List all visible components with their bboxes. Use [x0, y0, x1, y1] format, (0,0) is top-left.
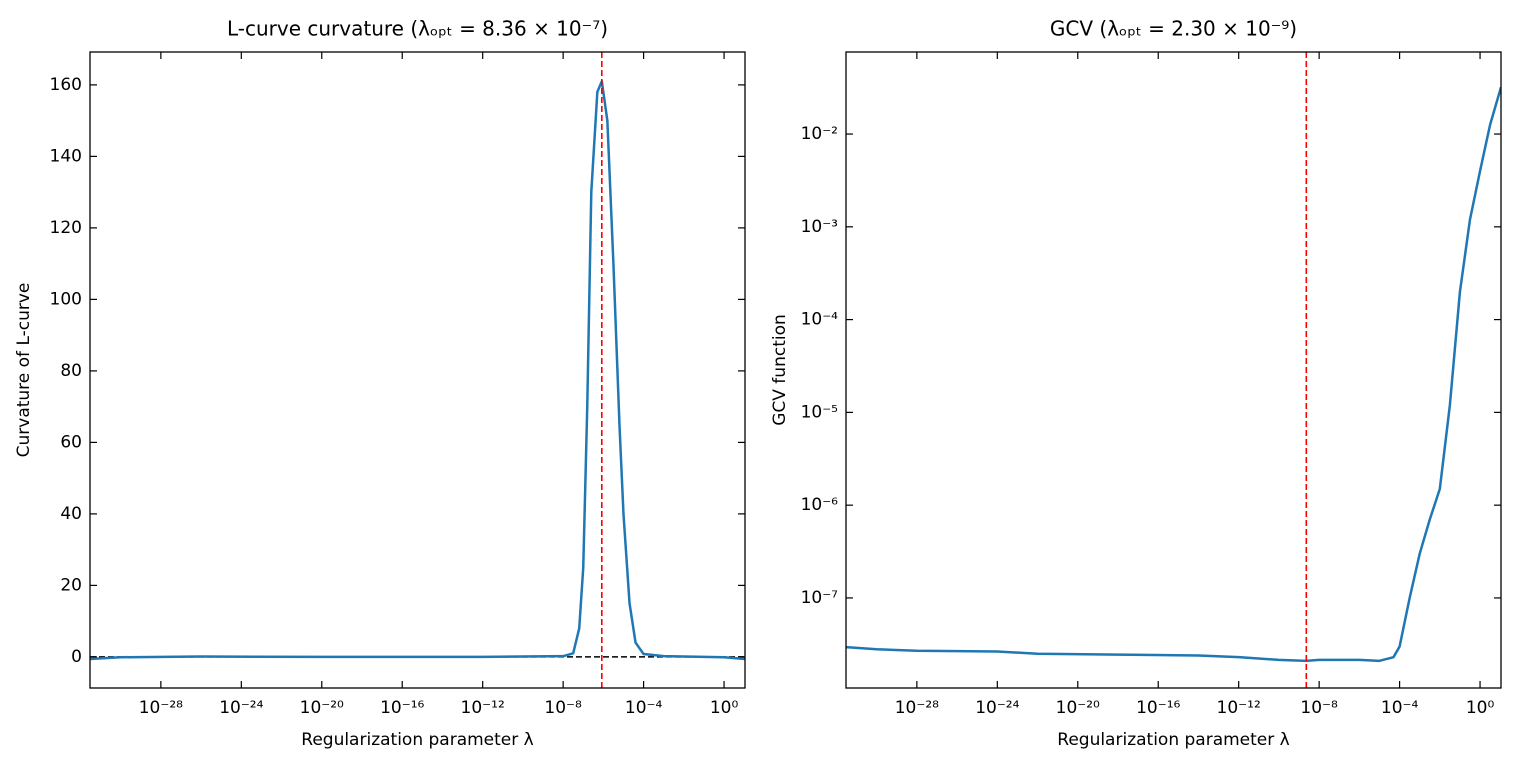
- x-tick-label: 10⁻²⁸: [895, 698, 939, 718]
- x-tick-label: 10⁻¹⁶: [380, 698, 424, 718]
- y-tick-label: 10⁻⁶: [801, 495, 839, 515]
- y-tick-label: 10⁻⁴: [801, 310, 839, 330]
- axes-frame: [845, 51, 1502, 689]
- axes-frame: [89, 51, 746, 689]
- data-line: [90, 80, 745, 661]
- x-tick-label: 10⁻⁴: [625, 698, 663, 718]
- plot-area: [846, 52, 1501, 688]
- plot-area: [90, 52, 745, 688]
- y-tick-label: 160: [50, 75, 82, 95]
- x-tick-label: 10⁻²⁴: [975, 698, 1019, 718]
- y-tick-label: 100: [50, 289, 82, 309]
- y-tick-label: 10⁻³: [801, 217, 838, 237]
- y-tick-label: 10⁻⁵: [801, 402, 838, 422]
- x-tick-label: 10⁻⁸: [544, 698, 582, 718]
- x-tick-label: 10⁻⁴: [1381, 698, 1419, 718]
- y-tick-label: 10⁻⁷: [801, 588, 839, 608]
- y-axis-label: Curvature of L-curve: [14, 283, 34, 458]
- x-tick-label: 10⁻²⁴: [219, 698, 263, 718]
- x-tick-label: 10⁻²⁰: [300, 698, 344, 718]
- x-tick-label: 10⁰: [1466, 698, 1495, 718]
- y-tick-label: 40: [60, 504, 82, 524]
- x-tick-label: 10⁻²⁸: [139, 698, 183, 718]
- x-tick-label: 10⁻¹⁶: [1136, 698, 1180, 718]
- y-tick-label: 140: [50, 146, 82, 166]
- y-tick-label: 20: [60, 575, 82, 595]
- data-line: [846, 86, 1501, 663]
- y-tick-label: 10⁻²: [801, 124, 838, 144]
- y-axis-label: GCV function: [770, 314, 790, 426]
- x-tick-label: 10⁻¹²: [1217, 698, 1261, 718]
- y-tick-label: 0: [71, 647, 82, 667]
- x-tick-label: 10⁻⁸: [1300, 698, 1338, 718]
- x-axis-label: Regularization parameter λ: [301, 730, 533, 750]
- x-tick-label: 10⁰: [710, 698, 739, 718]
- x-tick-label: 10⁻¹²: [461, 698, 505, 718]
- chart-title: L-curve curvature (λₒₚₜ = 8.36 × 10⁻⁷): [227, 17, 608, 41]
- x-tick-label: 10⁻²⁰: [1056, 698, 1100, 718]
- y-tick-label: 60: [60, 432, 82, 452]
- x-axis-label: Regularization parameter λ: [1057, 730, 1289, 750]
- y-tick-label: 120: [50, 218, 82, 238]
- chart-title: GCV (λₒₚₜ = 2.30 × 10⁻⁹): [1050, 17, 1297, 41]
- y-tick-label: 80: [60, 361, 82, 381]
